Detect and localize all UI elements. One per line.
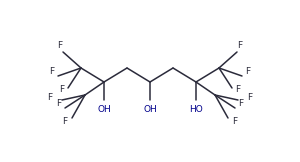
Text: F: F [57, 41, 63, 51]
Text: OH: OH [97, 105, 111, 115]
Text: F: F [232, 117, 238, 127]
Text: F: F [50, 68, 55, 76]
Text: HO: HO [189, 105, 203, 115]
Text: F: F [59, 86, 64, 94]
Text: F: F [56, 98, 61, 108]
Text: F: F [236, 86, 241, 94]
Text: F: F [62, 117, 68, 127]
Text: F: F [237, 41, 243, 51]
Text: F: F [238, 98, 244, 108]
Text: F: F [245, 68, 250, 76]
Text: F: F [248, 93, 253, 103]
Text: OH: OH [143, 105, 157, 115]
Text: F: F [47, 93, 52, 103]
